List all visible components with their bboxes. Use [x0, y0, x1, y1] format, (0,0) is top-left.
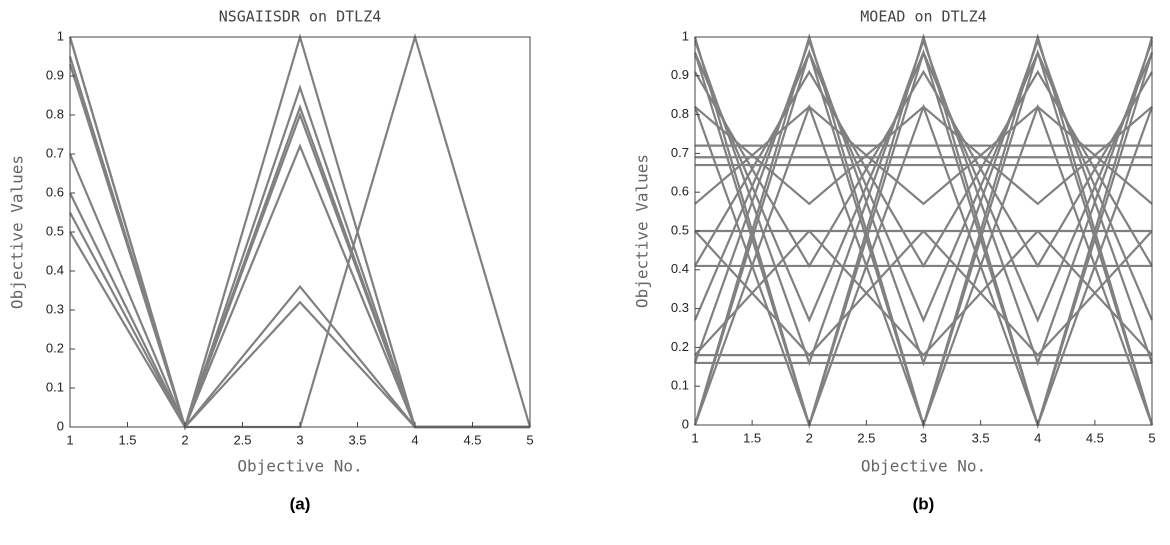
- x-tick-label: 5: [526, 432, 533, 447]
- caption: (a): [290, 494, 311, 513]
- data-line: [693, 49, 1154, 324]
- data-line: [68, 63, 530, 431]
- data-line: [68, 103, 530, 431]
- x-tick-label: 3.5: [972, 430, 990, 445]
- x-tick-label: 2: [181, 432, 188, 447]
- y-tick-label: 0.2: [46, 340, 64, 355]
- x-tick-label: 3: [920, 430, 927, 445]
- y-tick-label: 0.2: [671, 339, 689, 354]
- y-tick-label: 0.5: [46, 223, 64, 238]
- y-tick-label: 0.1: [671, 378, 689, 393]
- x-axis-label: Objective No.: [861, 457, 986, 476]
- data-line: [693, 48, 1154, 429]
- x-tick-label: 4: [411, 432, 418, 447]
- data-line: [68, 33, 530, 431]
- x-tick-label: 1: [691, 430, 698, 445]
- y-tick-label: 0.6: [671, 184, 689, 199]
- y-tick-label: 1: [682, 28, 689, 43]
- y-tick-label: 0: [57, 418, 64, 433]
- y-tick-label: 0.9: [671, 67, 689, 82]
- y-tick-label: 1: [57, 28, 64, 43]
- x-tick-label: 3.5: [348, 432, 366, 447]
- data-line: [694, 69, 1153, 269]
- y-tick-label: 0.4: [671, 261, 689, 276]
- x-axis-label: Objective No.: [237, 457, 362, 476]
- data-line: [68, 36, 530, 430]
- y-tick-label: 0.5: [671, 222, 689, 237]
- y-tick-label: 0.3: [671, 300, 689, 315]
- data-line: [694, 229, 1153, 357]
- x-tick-label: 2: [806, 430, 813, 445]
- data-line: [693, 37, 1154, 367]
- y-axis-label: Objective Values: [633, 154, 652, 308]
- data-line: [693, 103, 1154, 429]
- x-tick-label: 4.5: [1086, 430, 1104, 445]
- data-line: [69, 231, 530, 429]
- x-tick-label: 2.5: [233, 432, 251, 447]
- data-line: [68, 33, 532, 429]
- y-tick-label: 0: [682, 416, 689, 431]
- x-tick-label: 1.5: [118, 432, 136, 447]
- x-tick-label: 4: [1034, 430, 1041, 445]
- y-tick-label: 0.8: [671, 106, 689, 121]
- y-axis-label: Objective Values: [8, 155, 27, 309]
- y-tick-label: 0.8: [46, 106, 64, 121]
- x-tick-label: 1: [66, 432, 73, 447]
- data-line: [694, 105, 1153, 206]
- y-tick-label: 0.6: [46, 184, 64, 199]
- x-tick-label: 3: [296, 432, 303, 447]
- data-line: [694, 69, 1153, 269]
- x-tick-label: 4.5: [463, 432, 481, 447]
- data-line: [693, 37, 1154, 367]
- y-tick-label: 0.7: [46, 145, 64, 160]
- x-tick-label: 1.5: [743, 430, 761, 445]
- x-tick-label: 2.5: [857, 430, 875, 445]
- data-line: [694, 229, 1153, 357]
- plot-frame: [69, 36, 531, 428]
- y-tick-label: 0.3: [46, 301, 64, 316]
- chart-title: MOEAD on DTLZ4: [860, 8, 986, 26]
- caption: (b): [913, 494, 935, 513]
- y-tick-label: 0.7: [671, 145, 689, 160]
- chart-title: NSGAIISDR on DTLZ4: [219, 8, 382, 26]
- y-tick-label: 0.9: [46, 67, 64, 82]
- x-tick-label: 5: [1148, 430, 1155, 445]
- y-tick-label: 0.4: [46, 262, 64, 277]
- y-tick-label: 0.1: [46, 379, 64, 394]
